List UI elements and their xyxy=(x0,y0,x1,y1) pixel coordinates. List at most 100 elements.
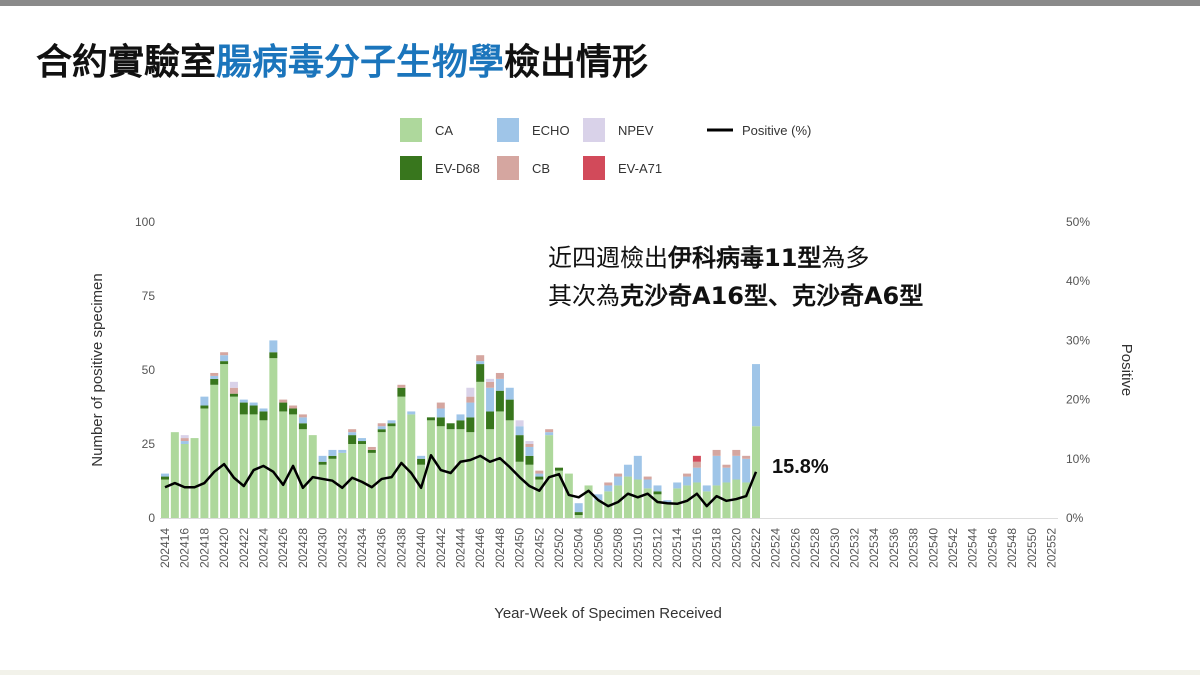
x-tick-label: 202536 xyxy=(887,528,901,568)
bar-segment xyxy=(318,464,327,518)
bar-segment xyxy=(269,352,278,359)
bar-segment xyxy=(259,420,268,518)
bar-segment xyxy=(298,417,307,424)
x-tick-label: 202438 xyxy=(394,528,408,568)
bar-segment xyxy=(387,420,396,424)
bar-segment xyxy=(229,381,238,388)
bar-segment xyxy=(692,461,701,468)
bar-segment xyxy=(249,414,258,518)
bar-segment xyxy=(161,479,169,518)
bar-segment xyxy=(643,488,652,518)
bar-segment xyxy=(387,426,396,518)
bar-segment xyxy=(643,479,652,489)
legend-label: CB xyxy=(532,161,550,176)
bar-segment xyxy=(712,455,721,486)
legend-label: Positive (%) xyxy=(742,123,811,138)
y2-tick-label: 10% xyxy=(1066,452,1090,466)
top-bar xyxy=(0,0,1200,6)
bar-segment xyxy=(210,372,219,376)
bar-segment xyxy=(535,470,544,474)
x-tick-label: 202532 xyxy=(848,528,862,568)
bar-segment xyxy=(328,449,337,456)
bar-segment xyxy=(289,405,298,409)
bar-segment xyxy=(200,405,209,409)
bar-segment xyxy=(249,402,258,406)
x-tick-label: 202516 xyxy=(690,528,704,568)
bar-segment xyxy=(229,393,238,397)
x-tick-label: 202506 xyxy=(591,528,605,568)
bar-segment xyxy=(239,399,248,403)
bar-segment xyxy=(722,464,731,468)
x-tick-label: 202502 xyxy=(552,528,566,568)
bar-segment xyxy=(486,381,495,388)
bar-segment xyxy=(712,485,721,518)
x-tick-label: 202436 xyxy=(375,528,389,568)
annotation-part: 伊科病毒11型 xyxy=(667,244,821,272)
bar-segment xyxy=(515,461,524,518)
bar-segment xyxy=(220,364,229,518)
x-tick-label: 202546 xyxy=(985,528,999,568)
bar-segment xyxy=(604,485,613,492)
bar-segment xyxy=(742,482,751,518)
y2-tick-label: 50% xyxy=(1066,215,1090,229)
bar-segment xyxy=(426,417,435,421)
bar-segment xyxy=(279,399,288,403)
bar-segment xyxy=(545,432,554,436)
annotation-part: 為多 xyxy=(821,244,869,272)
bar-segment xyxy=(328,455,337,459)
y2-tick-label: 30% xyxy=(1066,333,1090,347)
bar-segment xyxy=(417,464,426,518)
bar-segment xyxy=(200,408,209,518)
x-tick-label: 202540 xyxy=(926,528,940,568)
bar-segment xyxy=(594,494,603,501)
bar-segment xyxy=(515,426,524,436)
bar-segment xyxy=(358,441,366,444)
bar-segment xyxy=(653,485,662,492)
y2-tick-label: 40% xyxy=(1066,274,1090,288)
bar-segment xyxy=(742,458,751,483)
legend-swatch xyxy=(400,156,422,180)
bar-segment xyxy=(407,411,416,415)
x-tick-label: 202512 xyxy=(651,528,665,568)
bar-segment xyxy=(259,408,268,412)
title-part: 腸病毒分子生物學 xyxy=(216,42,504,83)
bar-segment xyxy=(555,470,563,518)
bar-segment xyxy=(348,444,357,518)
bar-segment xyxy=(239,402,248,415)
bar-segment xyxy=(456,414,465,421)
bar-segment xyxy=(732,449,741,456)
bar-segment xyxy=(476,364,485,382)
bar-segment xyxy=(486,378,495,382)
x-tick-label: 202434 xyxy=(355,528,369,568)
bar-segment xyxy=(387,423,396,427)
legend-swatch xyxy=(497,118,519,142)
y-tick-label: 50 xyxy=(142,363,156,377)
bar-segment xyxy=(358,438,366,442)
annotation-part: 近四週檢出 xyxy=(548,244,668,272)
bar-segment xyxy=(486,411,495,430)
y-tick-label: 25 xyxy=(142,437,156,451)
bar-segment xyxy=(476,355,485,362)
bar-segment xyxy=(279,411,288,518)
x-tick-label: 202528 xyxy=(808,528,822,568)
bar-segment xyxy=(249,405,258,415)
bar-segment xyxy=(170,432,179,518)
x-tick-label: 202420 xyxy=(217,528,231,568)
bar-segment xyxy=(594,500,603,518)
bar-segment xyxy=(220,352,229,356)
annotation: 近四週檢出伊科病毒11型為多 xyxy=(548,244,869,272)
x-tick-label: 202416 xyxy=(178,528,192,568)
bar-segment xyxy=(545,429,554,433)
bar-segment xyxy=(328,458,337,518)
x-tick-label: 202428 xyxy=(296,528,310,568)
bar-segment xyxy=(161,473,169,477)
title-part: 檢出情形 xyxy=(504,41,648,83)
bar-segment xyxy=(210,378,219,385)
bar-segment xyxy=(683,476,692,486)
bar-segment xyxy=(259,411,268,421)
x-tick-label: 202510 xyxy=(631,528,645,568)
x-tick-label: 202444 xyxy=(454,528,468,568)
x-tick-label: 202452 xyxy=(532,528,546,568)
bar-segment xyxy=(348,429,357,433)
bar-segment xyxy=(269,358,278,518)
